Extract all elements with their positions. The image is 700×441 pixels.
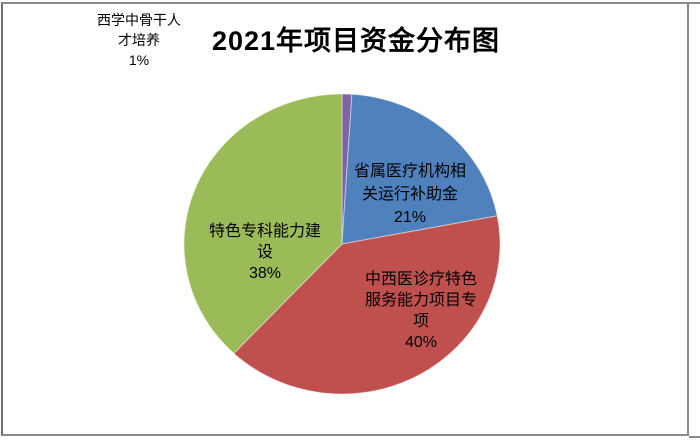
pie-slice-3 [183,93,343,355]
chart-border-bottom-extension [689,436,700,438]
chart-border-top-extension [689,2,700,4]
pie-label-xixuezhong: 西学中骨干人 才培养 1% [97,12,181,68]
chart-title: 2021年项目资金分布图 [211,26,501,56]
pie-slices [183,93,501,395]
pie-label-zhongxiyi: 中西医诊疗特色 服务能力项目专 项 40% [364,271,478,351]
pie-label-shengshu-yiliao: 省属医疗机构相 关运行补助金 21% [353,163,467,226]
pie-label-tese-zhuanke: 特色专科能力建 设 38% [208,223,322,282]
pie-slice-1 [341,93,498,245]
pie-slice-2 [233,215,501,395]
pie-slice-0 [341,93,353,245]
